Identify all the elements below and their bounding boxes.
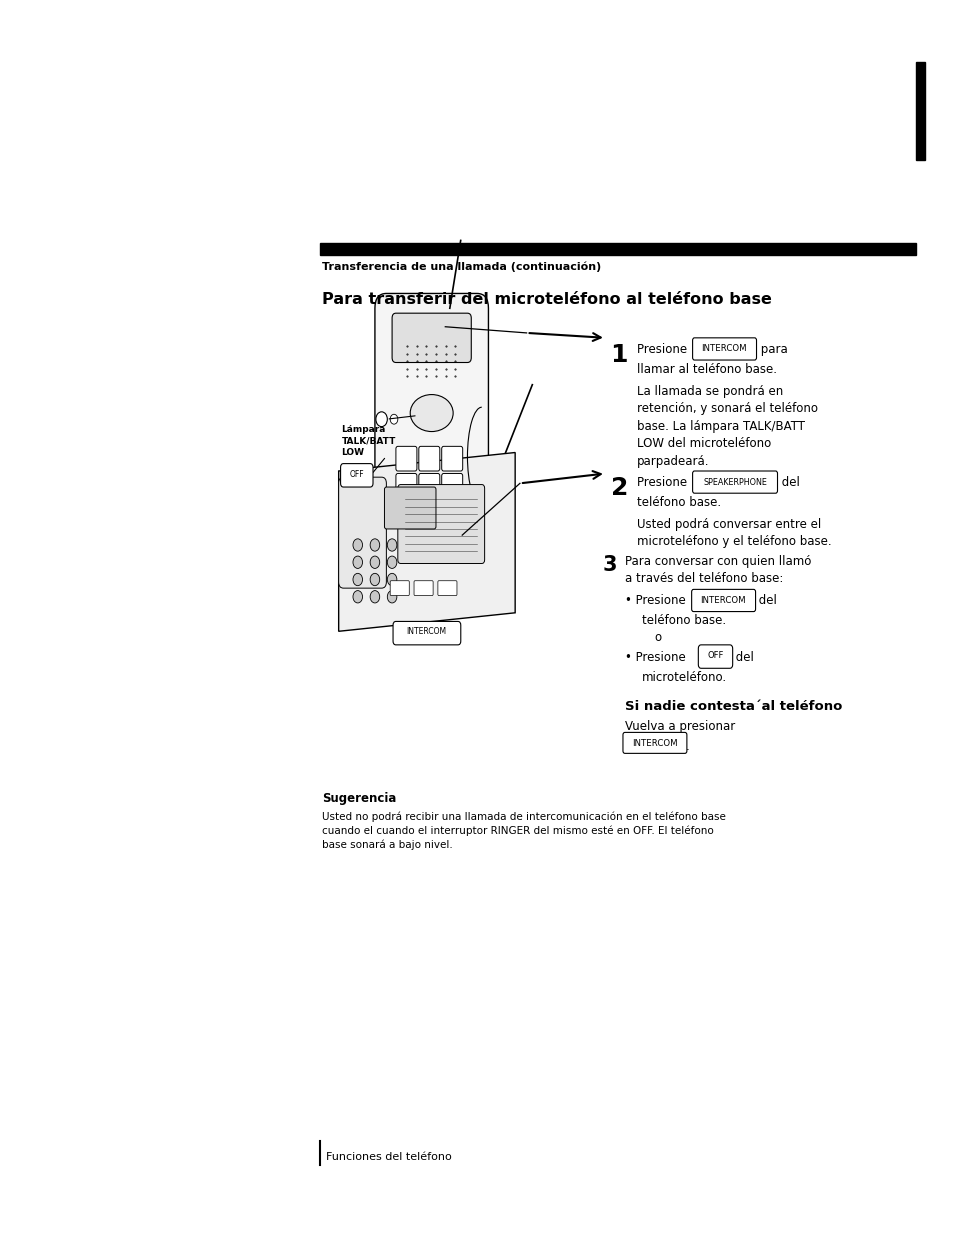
FancyBboxPatch shape — [692, 338, 756, 360]
Circle shape — [353, 539, 362, 551]
Text: 2: 2 — [610, 476, 627, 499]
FancyBboxPatch shape — [691, 589, 755, 612]
Text: Si nadie contesta´al teléfono: Si nadie contesta´al teléfono — [624, 700, 841, 714]
Text: para: para — [756, 343, 786, 356]
FancyBboxPatch shape — [418, 446, 439, 471]
Text: o: o — [654, 631, 661, 645]
Text: • Presione: • Presione — [624, 594, 689, 608]
Text: Para conversar con quien llamó
a través del teléfono base:: Para conversar con quien llamó a través … — [624, 555, 810, 586]
Circle shape — [375, 412, 387, 427]
FancyBboxPatch shape — [390, 581, 409, 596]
Text: La llamada se pondrá en
retención, y sonará el teléfono
base. La lámpara TALK/BA: La llamada se pondrá en retención, y son… — [637, 385, 818, 467]
Text: Funciones del teléfono: Funciones del teléfono — [326, 1152, 452, 1161]
FancyBboxPatch shape — [437, 581, 456, 596]
Circle shape — [387, 539, 396, 551]
Text: teléfono base.: teléfono base. — [637, 496, 720, 509]
FancyBboxPatch shape — [338, 477, 386, 588]
FancyBboxPatch shape — [340, 464, 373, 487]
Ellipse shape — [410, 395, 453, 432]
Text: del: del — [777, 476, 799, 490]
Text: Usted no podrá recibir una llamada de intercomunicación en el teléfono base
cuan: Usted no podrá recibir una llamada de in… — [322, 811, 725, 851]
Text: del: del — [731, 651, 753, 665]
Text: INTERCOM: INTERCOM — [700, 596, 745, 605]
Text: OFF: OFF — [349, 470, 364, 480]
FancyBboxPatch shape — [441, 446, 462, 471]
FancyBboxPatch shape — [698, 645, 732, 668]
FancyBboxPatch shape — [692, 471, 777, 493]
Circle shape — [370, 556, 379, 568]
Text: Lámpara
TALK/BATT
LOW: Lámpara TALK/BATT LOW — [341, 425, 395, 456]
FancyBboxPatch shape — [441, 473, 462, 498]
Polygon shape — [338, 453, 515, 631]
Circle shape — [370, 539, 379, 551]
Text: INTERCOM: INTERCOM — [700, 344, 746, 354]
FancyBboxPatch shape — [395, 501, 416, 525]
Text: Sugerencia: Sugerencia — [322, 792, 396, 805]
Bar — [319, 243, 915, 255]
Circle shape — [353, 556, 362, 568]
Text: Transferencia de una llamada (continuación): Transferencia de una llamada (continuaci… — [322, 261, 601, 272]
Text: Para transferir del microteléfono al teléfono base: Para transferir del microteléfono al tel… — [322, 292, 772, 307]
Text: INTERCOM: INTERCOM — [406, 626, 446, 636]
Text: llamar al teléfono base.: llamar al teléfono base. — [637, 363, 777, 376]
Text: SPEAKERPHONE: SPEAKERPHONE — [702, 477, 766, 487]
FancyBboxPatch shape — [395, 446, 416, 471]
Text: Presione: Presione — [637, 476, 690, 490]
Circle shape — [387, 573, 396, 586]
FancyBboxPatch shape — [397, 485, 484, 563]
Text: 1: 1 — [610, 343, 627, 366]
Text: • Presione: • Presione — [624, 651, 685, 665]
Circle shape — [353, 573, 362, 586]
Circle shape — [370, 591, 379, 603]
Text: teléfono base.: teléfono base. — [641, 614, 725, 628]
Text: OFF: OFF — [706, 651, 723, 661]
FancyBboxPatch shape — [441, 501, 462, 525]
Circle shape — [387, 556, 396, 568]
Circle shape — [390, 414, 397, 424]
FancyBboxPatch shape — [418, 473, 439, 498]
Text: 3: 3 — [602, 555, 617, 575]
FancyBboxPatch shape — [392, 313, 471, 363]
FancyBboxPatch shape — [395, 473, 416, 498]
Circle shape — [387, 591, 396, 603]
FancyBboxPatch shape — [393, 621, 460, 645]
Text: del: del — [754, 594, 776, 608]
Text: microteléfono.: microteléfono. — [641, 671, 726, 684]
FancyBboxPatch shape — [414, 581, 433, 596]
FancyBboxPatch shape — [375, 293, 488, 551]
Text: Vuelva a presionar: Vuelva a presionar — [624, 720, 735, 734]
Bar — [915, 62, 924, 160]
FancyBboxPatch shape — [384, 487, 436, 529]
Text: Usted podrá conversar entre el
microteléfono y el teléfono base.: Usted podrá conversar entre el microtelé… — [637, 518, 831, 549]
Text: Presione: Presione — [637, 343, 690, 356]
Circle shape — [370, 573, 379, 586]
FancyBboxPatch shape — [418, 501, 439, 525]
Circle shape — [353, 591, 362, 603]
Text: .: . — [685, 740, 689, 753]
FancyBboxPatch shape — [622, 732, 686, 753]
Text: INTERCOM: INTERCOM — [631, 739, 677, 748]
